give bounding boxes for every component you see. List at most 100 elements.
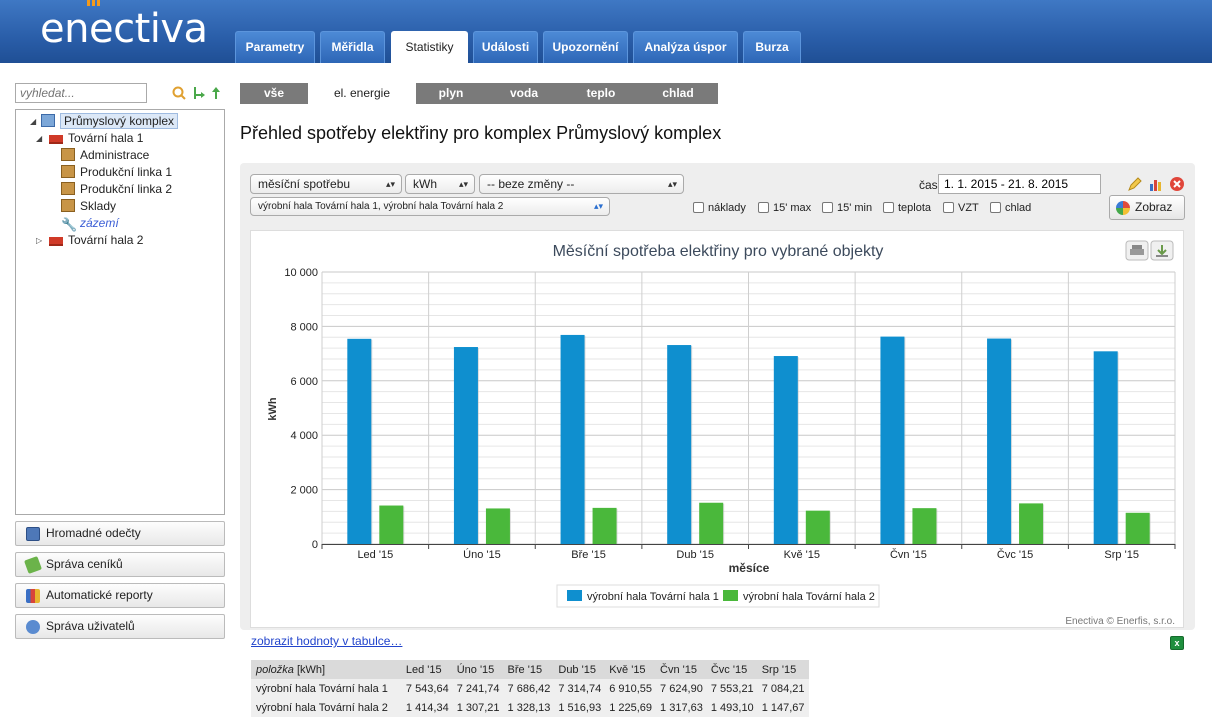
room-icon	[61, 148, 75, 161]
tree-item-hall1[interactable]: Tovární hala 1	[49, 130, 143, 147]
bar[interactable]	[379, 506, 403, 544]
tree-item-root[interactable]: Průmyslový komplex	[41, 113, 178, 130]
tab-burza[interactable]: Burza	[743, 31, 801, 63]
show-button[interactable]: Zobraz	[1109, 195, 1185, 220]
unit-value: kWh	[413, 177, 437, 191]
table-cell: 1 414,34	[402, 698, 453, 717]
bulk-readings-button[interactable]: Hromadné odečty	[15, 521, 225, 546]
bar[interactable]	[699, 503, 723, 544]
tab-upozorneni[interactable]: Upozornění	[543, 31, 628, 63]
bar[interactable]	[806, 511, 830, 544]
bar[interactable]	[593, 508, 617, 544]
chart-container: 02 000 4 000 6 000 8 000 10 000 Led '15 Úno '1…	[250, 230, 1184, 628]
checkbox-cooling-label: chlad	[1005, 202, 1031, 214]
tab-analyza-uspor[interactable]: Analýza úspor	[633, 31, 738, 63]
objects-value: výrobní hala Tovární hala 1, výrobní hal…	[258, 201, 503, 212]
bar[interactable]	[987, 339, 1011, 544]
checkbox-box[interactable]	[883, 202, 894, 213]
legend-label[interactable]: výrobní hala Tovární hala 2	[743, 591, 875, 603]
tab-meridla[interactable]: Měřidla	[320, 31, 385, 63]
chart-settings-icon[interactable]	[1148, 176, 1164, 192]
page-title: Přehled spotřeby elektřiny pro komplex P…	[240, 123, 721, 144]
legend-swatch[interactable]	[567, 590, 582, 601]
checkbox-box[interactable]	[943, 202, 954, 213]
checkbox-cooling[interactable]: chlad	[990, 202, 1031, 215]
objects-select[interactable]: výrobní hala Tovární hala 1, výrobní hal…	[250, 197, 610, 216]
download-icon[interactable]	[1151, 241, 1173, 260]
unit-select[interactable]: kWh ▴▾	[405, 174, 475, 194]
close-icon[interactable]	[1169, 176, 1185, 192]
excel-export-icon[interactable]: x	[1170, 636, 1184, 650]
legend-label[interactable]: výrobní hala Tovární hala 1	[587, 591, 719, 603]
header-item-label: položka	[256, 664, 294, 676]
collapse-arrow-icon[interactable]: ◢	[36, 134, 42, 143]
filter-tab-all[interactable]: vše	[240, 83, 308, 104]
filter-tab-gas[interactable]: plyn	[416, 83, 486, 104]
user-management-button[interactable]: Správa uživatelů	[15, 614, 225, 639]
show-button-label: Zobraz	[1135, 200, 1172, 214]
bar[interactable]	[912, 508, 936, 544]
table-cell: 1 147,67	[758, 698, 809, 717]
consumption-type-select[interactable]: měsíční spotřebu ▴▾	[250, 174, 402, 194]
tab-statistiky[interactable]: Statistiky	[391, 31, 468, 63]
bar[interactable]	[880, 337, 904, 544]
table-cell: 7 553,21	[707, 679, 758, 698]
x-tick-label: Kvě '15	[784, 549, 820, 561]
tab-parametry[interactable]: Parametry	[235, 31, 315, 63]
time-range-input[interactable]	[938, 174, 1101, 194]
change-select[interactable]: -- beze změny -- ▴▾	[479, 174, 684, 194]
bar[interactable]	[667, 345, 691, 544]
expand-arrow-icon[interactable]: ▷	[36, 236, 42, 245]
checkbox-box[interactable]	[693, 202, 704, 213]
checkbox-box[interactable]	[990, 202, 1001, 213]
filter-tab-cooling[interactable]: chlad	[640, 83, 716, 104]
checkbox-vzt[interactable]: VZT	[943, 202, 979, 215]
collapse-arrow-icon[interactable]: ◢	[30, 117, 36, 126]
tree-item-hall2[interactable]: Tovární hala 2	[49, 232, 143, 249]
collapse-tree-icon[interactable]	[210, 86, 224, 100]
filter-tab-water[interactable]: voda	[488, 83, 560, 104]
bar[interactable]	[486, 508, 510, 544]
tree-item-line1[interactable]: Produkční linka 1	[61, 164, 172, 181]
search-input[interactable]	[15, 83, 147, 103]
price-lists-button[interactable]: Správa ceníků	[15, 552, 225, 577]
filter-tab-heat[interactable]: teplo	[564, 83, 638, 104]
select-arrows-icon: ▴▾	[386, 175, 395, 193]
tree-item-admin[interactable]: Administrace	[61, 147, 149, 164]
filter-tab-electricity[interactable]: el. energie	[312, 83, 412, 104]
tree-item-facilities[interactable]: 🔧 zázemí	[61, 215, 119, 232]
chart-title: Měsíční spotřeba elektřiny pro vybrané o…	[553, 243, 884, 260]
show-table-link[interactable]: zobrazit hodnoty v tabulce…	[251, 634, 402, 648]
checkbox-box[interactable]	[822, 202, 833, 213]
user-management-label: Správa uživatelů	[46, 619, 135, 633]
checkbox-15max[interactable]: 15' max	[758, 202, 811, 215]
bar[interactable]	[561, 335, 585, 544]
change-value: -- beze změny --	[487, 177, 574, 191]
enectiva-logo[interactable]: enectiva	[40, 6, 208, 52]
tree-item-line2[interactable]: Produkční linka 2	[61, 181, 172, 198]
auto-reports-button[interactable]: Automatické reporty	[15, 583, 225, 608]
print-icon[interactable]	[1126, 241, 1148, 260]
expand-tree-icon[interactable]	[192, 86, 206, 100]
checkbox-15min[interactable]: 15' min	[822, 202, 872, 215]
table-cell: 7 314,74	[554, 679, 605, 698]
tab-udalosti[interactable]: Události	[473, 31, 538, 63]
bar[interactable]	[1126, 513, 1150, 544]
legend-swatch[interactable]	[723, 590, 738, 601]
bar[interactable]	[347, 339, 371, 544]
edit-icon[interactable]	[1127, 176, 1143, 192]
checkbox-temperature[interactable]: teplota	[883, 202, 931, 215]
x-tick-label: Srp '15	[1104, 549, 1139, 561]
bar[interactable]	[1019, 503, 1043, 544]
search-icon[interactable]	[172, 86, 186, 100]
tree-item-stores[interactable]: Sklady	[61, 198, 116, 215]
show-icon	[1116, 201, 1130, 215]
table-header-cell: Srp '15	[758, 660, 809, 679]
bar[interactable]	[454, 347, 478, 544]
table-cell: 1 493,10	[707, 698, 758, 717]
bar[interactable]	[1094, 351, 1118, 544]
checkbox-box[interactable]	[758, 202, 769, 213]
data-table: položka [kWh] Led '15 Úno '15 Bře '15 Du…	[251, 660, 809, 717]
checkbox-costs[interactable]: náklady	[693, 202, 746, 215]
bar[interactable]	[774, 356, 798, 544]
